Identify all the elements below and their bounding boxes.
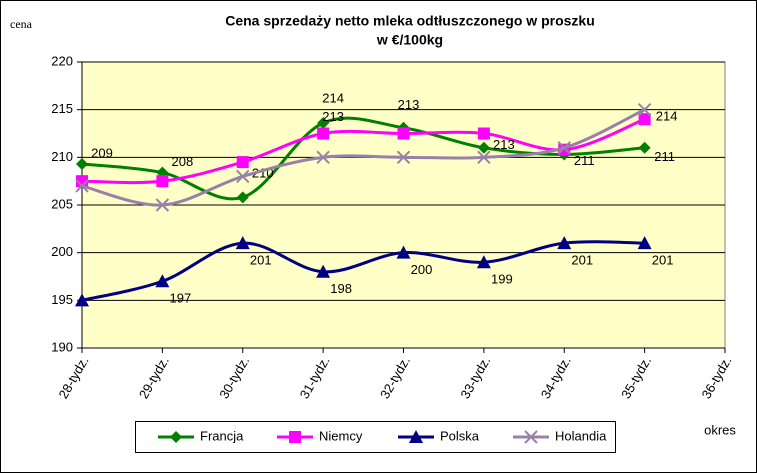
marker [638, 113, 651, 126]
marker [524, 430, 538, 444]
data-label: 208 [172, 154, 194, 169]
data-label: 199 [491, 272, 513, 287]
data-label: 211 [654, 149, 675, 164]
data-label: 214 [656, 109, 678, 124]
marker [170, 431, 182, 443]
chart-title: Cena sprzedaży netto mleka odtłuszczoneg… [225, 13, 595, 29]
y-tick-label: 200 [51, 244, 73, 259]
series-line [81, 108, 646, 207]
marker [409, 430, 423, 443]
data-label: 211 [574, 153, 595, 168]
marker [236, 191, 249, 204]
data-label: 198 [330, 281, 352, 296]
y-tick-label: 205 [51, 196, 73, 211]
legend-item: Niemcy [277, 428, 363, 443]
y-tick-label: 190 [51, 339, 73, 354]
legend-label: Francja [200, 428, 244, 443]
data-label: 200 [411, 262, 433, 277]
y-tick-label: 210 [51, 149, 73, 164]
marker [557, 141, 571, 155]
series-line [81, 240, 645, 302]
data-label: 213 [493, 137, 515, 152]
marker [236, 169, 250, 184]
marker [396, 150, 411, 165]
marker [75, 293, 89, 307]
marker [397, 127, 410, 140]
marker [638, 141, 651, 154]
legend-item: Polska [398, 428, 480, 443]
marker [316, 150, 330, 165]
data-label: 197 [170, 291, 192, 306]
marker [155, 198, 170, 212]
y-axis-label: cena [10, 17, 33, 31]
y-tick-label: 195 [51, 292, 73, 307]
marker [156, 175, 169, 188]
legend-item: Holandia [513, 428, 607, 444]
marker [76, 158, 88, 171]
data-label: 213 [398, 97, 420, 112]
marker [476, 255, 491, 269]
marker [557, 236, 572, 250]
legend-label: Niemcy [319, 428, 363, 443]
marker [235, 236, 250, 250]
marker [477, 127, 490, 140]
marker [637, 102, 652, 117]
marker [637, 236, 652, 250]
marker [317, 127, 330, 140]
marker [396, 245, 411, 259]
y-tick-label: 220 [51, 53, 73, 68]
data-label: 201 [652, 253, 674, 268]
legend-item: Francja [158, 428, 244, 443]
marker [75, 179, 89, 193]
data-label: 201 [250, 253, 272, 268]
data-label: 209 [91, 145, 113, 160]
chart-title: w €/100kg [376, 32, 443, 48]
data-label: 214 [322, 90, 344, 105]
x-axis-label: okres [704, 422, 736, 437]
marker [155, 274, 170, 288]
marker [316, 264, 331, 278]
series-line [81, 116, 645, 201]
legend-label: Polska [440, 428, 480, 443]
data-label: 201 [571, 253, 593, 268]
data-label: 213 [322, 109, 344, 124]
marker [477, 150, 491, 165]
marker [477, 141, 490, 154]
y-tick-label: 215 [51, 101, 73, 116]
marker [236, 156, 249, 169]
legend-label: Holandia [555, 428, 607, 443]
marker [317, 117, 330, 130]
marker [289, 431, 301, 443]
